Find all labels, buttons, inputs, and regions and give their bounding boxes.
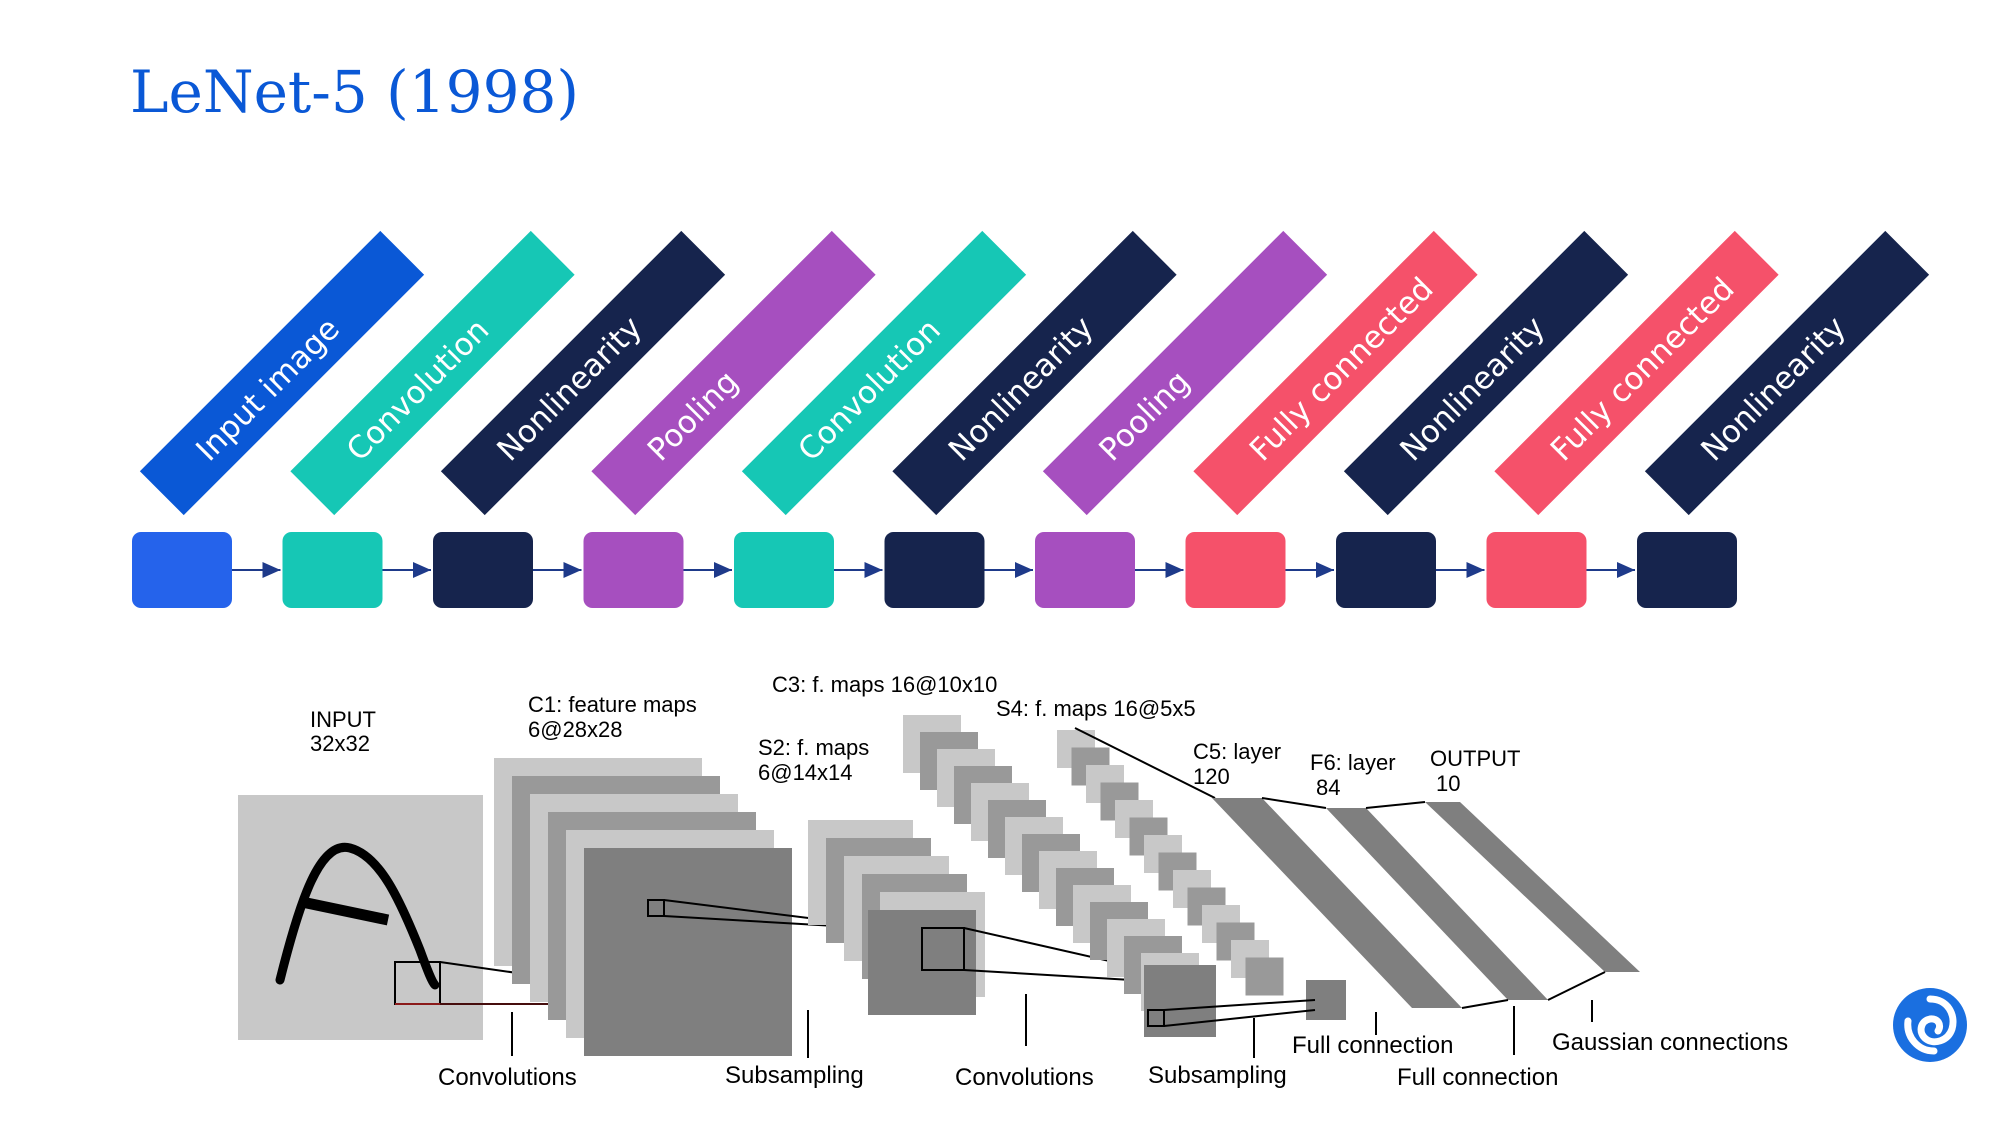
s2-receptive-field <box>921 927 965 971</box>
pipeline-diagram: Input imageConvolutionNonlinearityPoolin… <box>132 230 1930 608</box>
op-full-connection-2: Full connection <box>1397 1064 1558 1091</box>
input-size: 32x32 <box>310 731 370 756</box>
op-gaussian-connections: Gaussian connections <box>1552 1029 1788 1056</box>
stage-banner-fill <box>1644 230 1930 516</box>
s2-size: 6@14x14 <box>758 760 853 785</box>
stage-box <box>282 532 383 608</box>
s2-label: S2: f. maps <box>758 735 869 760</box>
stage-banner-fill <box>440 230 726 516</box>
f6-layer <box>1326 808 1548 1000</box>
stage-box <box>1486 532 1587 608</box>
stage-box <box>1185 532 1286 608</box>
c5-layer <box>1212 798 1462 1008</box>
stage-box <box>1035 532 1135 608</box>
stage-box <box>734 532 834 608</box>
stage-box <box>433 532 533 608</box>
stage-banner-fill <box>892 230 1177 516</box>
op-full-connection-1: Full connection <box>1292 1032 1453 1059</box>
input-letter-a <box>275 842 440 990</box>
stage-box <box>1637 532 1737 608</box>
stage-banner-fill <box>1042 230 1328 516</box>
f6-size: 84 <box>1316 775 1340 800</box>
stage-box <box>1336 532 1436 608</box>
c1-feature-maps <box>494 758 792 1056</box>
brand-logo-icon <box>1893 988 1967 1062</box>
s4-top-connector <box>1074 727 1216 799</box>
c3-receptive-field <box>1147 1009 1165 1027</box>
stage-banner-fill <box>1494 230 1779 516</box>
op-subsampling-1: Subsampling <box>725 1062 864 1089</box>
c5-f6-connector <box>1461 999 1509 1009</box>
op-convolutions-1: Convolutions <box>438 1064 577 1091</box>
c5-size: 120 <box>1193 764 1230 789</box>
stage-banner-fill <box>1343 230 1629 516</box>
page-title: LeNet-5 (1998) <box>130 58 580 126</box>
feature-map-layer <box>1245 957 1284 996</box>
c3-projection-line <box>1163 1009 1316 1027</box>
c3-label: C3: f. maps 16@10x10 <box>772 672 997 697</box>
output-layer <box>1425 802 1640 972</box>
stage-box <box>884 532 985 608</box>
stage-banner-fill <box>591 230 876 516</box>
c1-label: C1: feature maps <box>528 692 697 717</box>
c3-projection-line <box>1163 999 1316 1011</box>
stage-box <box>583 532 684 608</box>
c1-receptive-field <box>647 899 665 917</box>
op-convolutions-2: Convolutions <box>955 1064 1094 1091</box>
input-label: INPUT <box>310 707 376 732</box>
op-subsampling-2: Subsampling <box>1148 1062 1287 1089</box>
c3-feature-maps <box>903 715 1216 1037</box>
input-letter-a-bar <box>300 896 390 926</box>
c5-label: C5: layer <box>1193 739 1281 764</box>
stage-banner-fill <box>139 230 425 516</box>
stage-box <box>132 532 232 608</box>
stage-banner-fill <box>290 230 575 516</box>
c1-size: 6@28x28 <box>528 717 623 742</box>
output-size: 10 <box>1436 771 1460 796</box>
s2-feature-maps <box>808 820 985 1015</box>
s4-feature-maps <box>1057 730 1346 1020</box>
output-label: OUTPUT <box>1430 746 1520 771</box>
f6-output-connector <box>1365 801 1426 809</box>
c5-f6-connector <box>1261 797 1327 809</box>
stage-banner-fill <box>1193 230 1478 516</box>
stage-banner-fill <box>741 230 1027 516</box>
s4-label: S4: f. maps 16@5x5 <box>996 696 1196 721</box>
f6-label: F6: layer <box>1310 750 1396 775</box>
f6-output-connector <box>1547 971 1606 1001</box>
